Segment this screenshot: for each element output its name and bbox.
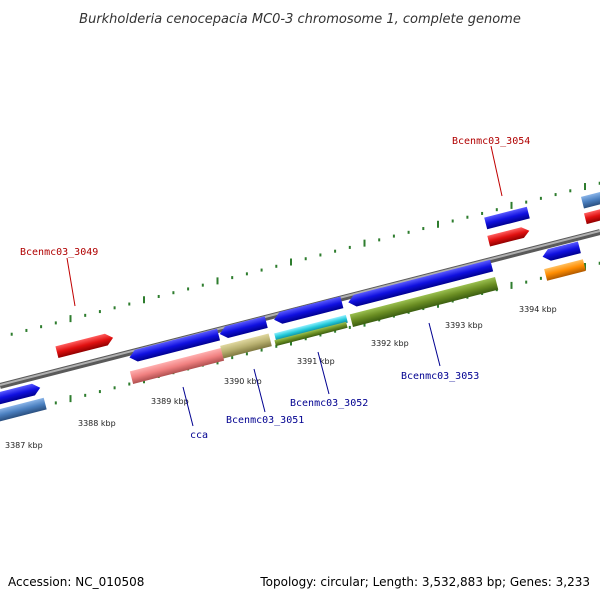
minor-tick (525, 280, 528, 284)
accession-text: Accession: NC_010508 (8, 575, 144, 589)
minor-tick (378, 238, 381, 242)
tick-label: 3389 kbp (151, 397, 189, 406)
gene-blue-3[interactable] (273, 296, 344, 325)
minor-tick (25, 328, 28, 332)
gene-blue-2[interactable] (218, 316, 268, 340)
gene-blue-4[interactable] (347, 259, 494, 308)
minor-tick (98, 310, 101, 314)
minor-tick (348, 325, 351, 329)
minor-tick (275, 344, 278, 348)
tick-label: 3388 kbp (78, 419, 116, 428)
minor-tick (231, 276, 234, 280)
gene-blue-6[interactable] (541, 241, 581, 262)
minor-tick (319, 333, 322, 337)
gene-blue-1[interactable] (128, 328, 221, 364)
gene-blue-5[interactable] (484, 206, 530, 230)
minor-tick (84, 313, 87, 317)
minor-tick (157, 294, 160, 298)
minor-tick (334, 329, 337, 333)
minor-tick (304, 337, 307, 341)
gene-orange[interactable] (544, 259, 586, 281)
minor-tick (128, 302, 131, 306)
minor-tick (113, 306, 116, 310)
minor-tick (569, 189, 572, 193)
minor-tick (187, 287, 190, 291)
minor-tick (275, 264, 278, 268)
tick-labels: 3387 kbp 3388 kbp 3389 kbp 3390 kbp 3391… (5, 305, 557, 450)
major-tick (69, 395, 72, 403)
gene-bcenmc03-3049[interactable] (55, 332, 114, 359)
major-tick (69, 315, 72, 323)
major-tick (437, 220, 439, 228)
minor-tick (598, 261, 600, 265)
major-tick (510, 281, 513, 289)
minor-tick (54, 321, 57, 325)
minor-tick (201, 283, 204, 287)
gene-label-bcenmc03-3053: Bcenmc03_3053 (401, 371, 479, 382)
minor-tick (554, 193, 557, 197)
minor-tick (319, 253, 322, 257)
major-tick (290, 258, 292, 266)
gene-bcenmc03-3051[interactable] (220, 333, 272, 359)
minor-tick (245, 272, 248, 276)
minor-tick (98, 390, 101, 394)
gene-red-edge[interactable] (583, 207, 600, 225)
gene-bcenmc03-3052-upper[interactable] (274, 314, 348, 342)
minor-tick (113, 386, 116, 390)
gene-steel-left[interactable] (0, 397, 47, 423)
minor-tick (304, 257, 307, 261)
major-tick (143, 296, 145, 304)
minor-tick (539, 196, 542, 200)
minor-tick (84, 393, 87, 397)
gene-steel-top[interactable] (580, 189, 600, 209)
minor-tick (10, 332, 13, 336)
minor-tick (54, 401, 57, 405)
minor-tick (260, 268, 263, 272)
major-tick (584, 263, 586, 271)
minor-tick (466, 215, 469, 219)
gene-label-bcenmc03-3054: Bcenmc03_3054 (452, 136, 530, 147)
minor-tick (525, 200, 528, 204)
minor-tick (495, 208, 498, 212)
genes-track (0, 189, 600, 423)
minor-tick (451, 219, 454, 223)
gene-label-bcenmc03-3051: Bcenmc03_3051 (226, 415, 304, 426)
major-tick (216, 277, 219, 285)
minor-tick (481, 211, 484, 215)
minor-tick (260, 348, 263, 352)
minor-tick (40, 325, 43, 329)
gene-bcenmc03-3053[interactable] (349, 277, 499, 327)
minor-tick (128, 382, 131, 386)
tick-label: 3391 kbp (297, 357, 335, 366)
gene-bcenmc03-3052-lower[interactable] (274, 321, 348, 347)
tick-label: 3390 kbp (224, 377, 262, 386)
gene-bcenmc03-3054[interactable] (487, 225, 530, 247)
tick-label: 3392 kbp (371, 339, 409, 348)
minor-tick (598, 181, 600, 185)
minor-tick (334, 249, 337, 253)
minor-tick (407, 230, 410, 234)
topology-text: Topology: circular; Length: 3,532,883 bp… (259, 575, 590, 589)
minor-tick (231, 356, 234, 360)
minor-tick (392, 234, 395, 238)
gene-label-bcenmc03-3052: Bcenmc03_3052 (290, 398, 368, 409)
minor-tick (172, 291, 175, 295)
gene-labels: Bcenmc03_3049 Bcenmc03_3054 cca Bcenmc03… (20, 136, 530, 441)
major-tick (510, 201, 513, 209)
gene-label-bcenmc03-3049: Bcenmc03_3049 (20, 247, 98, 258)
minor-tick (422, 227, 425, 231)
gene-blue-left[interactable] (0, 382, 42, 407)
tick-label: 3394 kbp (519, 305, 557, 314)
minor-tick (245, 352, 248, 356)
minor-tick (348, 245, 351, 249)
tick-label: 3387 kbp (5, 441, 43, 450)
minor-tick (539, 276, 542, 280)
map-title: Burkholderia cenocepacia MC0-3 chromosom… (79, 12, 521, 27)
gene-label-cca: cca (190, 430, 208, 441)
gene-cca[interactable] (129, 348, 225, 384)
tick-label: 3393 kbp (445, 321, 483, 330)
major-tick (363, 239, 366, 247)
major-tick (584, 183, 586, 191)
